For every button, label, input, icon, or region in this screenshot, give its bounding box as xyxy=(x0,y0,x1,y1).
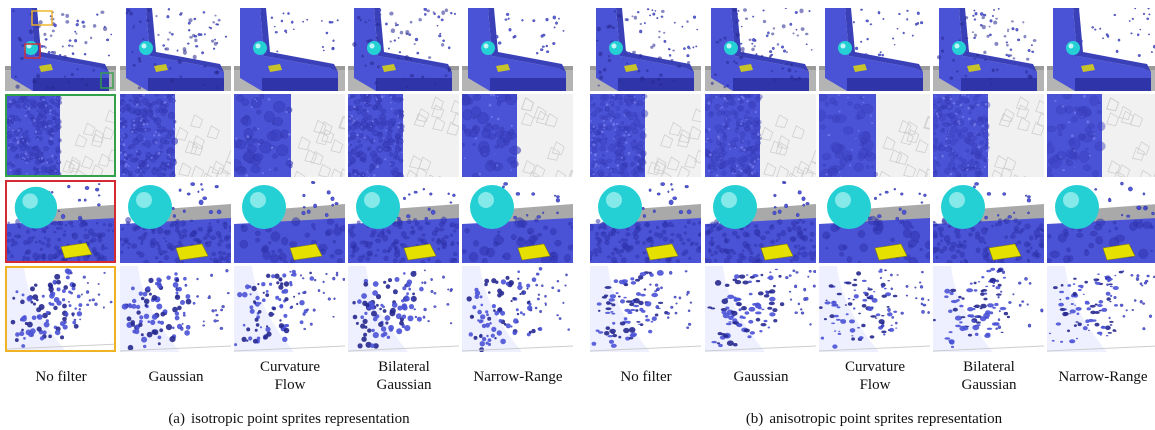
column-label: Gaussian xyxy=(733,369,789,385)
tile-overview-col4 xyxy=(348,8,459,91)
tile-zoom-splash-col3 xyxy=(819,266,930,352)
tile-zoom-sphere-col3 xyxy=(819,180,930,263)
render-image xyxy=(590,180,701,263)
subfigure-tag: (b) xyxy=(745,411,764,427)
tile-overview-col5 xyxy=(462,8,573,91)
column-label: Narrow-Range xyxy=(473,369,563,385)
tile-zoom-wall-col2 xyxy=(120,94,231,177)
render-image xyxy=(1047,8,1155,91)
tile-zoom-splash-col1 xyxy=(5,266,116,352)
render-image xyxy=(705,8,816,91)
render-image xyxy=(234,94,345,177)
render-image xyxy=(234,180,345,263)
column-label: Narrow-Range xyxy=(1058,369,1148,385)
panel-anisotropic: No filter Gaussian Curvature Flow Bilateral… xyxy=(590,0,1155,430)
tile-zoom-splash-col4 xyxy=(933,266,1044,352)
render-image xyxy=(819,266,930,352)
render-image xyxy=(1047,266,1155,352)
panel-isotropic: No filter Gaussian Curvature Flow Bilateral… xyxy=(5,0,573,430)
tile-zoom-sphere-col1 xyxy=(590,180,701,263)
tile-zoom-wall-col3 xyxy=(234,94,345,177)
subfigure-caption-text: isotropic point sprites representation xyxy=(190,411,410,427)
tile-zoom-splash-col3 xyxy=(234,266,345,352)
render-image xyxy=(705,266,816,352)
render-image xyxy=(7,182,114,261)
column-label: Curvature Flow xyxy=(260,359,320,393)
tile-zoom-splash-col5 xyxy=(1047,266,1155,352)
tile-zoom-wall-col4 xyxy=(933,94,1044,177)
column-label: Curvature Flow xyxy=(845,359,905,393)
tile-zoom-sphere-col1 xyxy=(5,180,116,263)
render-image xyxy=(705,180,816,263)
tile-zoom-wall-col5 xyxy=(1047,94,1155,177)
column-label: Gaussian xyxy=(148,369,204,385)
tile-zoom-wall-col4 xyxy=(348,94,459,177)
tile-overview-col2 xyxy=(705,8,816,91)
tile-zoom-sphere-col4 xyxy=(348,180,459,263)
render-image xyxy=(348,180,459,263)
tile-zoom-sphere-col4 xyxy=(933,180,1044,263)
render-image xyxy=(1047,180,1155,263)
render-image xyxy=(1047,94,1155,177)
tile-zoom-sphere-col5 xyxy=(462,180,573,263)
tile-overview-col3 xyxy=(234,8,345,91)
render-image xyxy=(7,96,114,175)
subfigure-caption: (a) isotropic point sprites representatio… xyxy=(5,410,573,428)
render-image xyxy=(462,8,573,91)
tile-zoom-sphere-col2 xyxy=(705,180,816,263)
tile-overview-col3 xyxy=(819,8,930,91)
render-image xyxy=(234,8,345,91)
render-image xyxy=(933,180,1044,263)
render-image xyxy=(590,266,701,352)
column-label: No filter xyxy=(35,369,87,385)
tile-zoom-splash-col2 xyxy=(705,266,816,352)
render-image xyxy=(462,266,573,352)
render-image xyxy=(462,180,573,263)
render-image xyxy=(933,94,1044,177)
tile-zoom-wall-col1 xyxy=(5,94,116,177)
tile-overview-col2 xyxy=(120,8,231,91)
tile-overview-col4 xyxy=(933,8,1044,91)
render-image xyxy=(705,94,816,177)
render-image xyxy=(120,266,231,352)
render-image xyxy=(933,8,1044,91)
render-image xyxy=(590,8,701,91)
tile-zoom-splash-col1 xyxy=(590,266,701,352)
render-image xyxy=(819,180,930,263)
tile-zoom-wall-col5 xyxy=(462,94,573,177)
tile-zoom-splash-col2 xyxy=(120,266,231,352)
render-image xyxy=(819,8,930,91)
column-label: Bilateral Gaussian xyxy=(376,359,432,393)
render-image xyxy=(5,8,116,91)
tile-zoom-sphere-col5 xyxy=(1047,180,1155,263)
column-label: Bilateral Gaussian xyxy=(961,359,1017,393)
tile-zoom-sphere-col2 xyxy=(120,180,231,263)
render-image xyxy=(462,94,573,177)
tile-zoom-splash-col5 xyxy=(462,266,573,352)
tile-zoom-sphere-col3 xyxy=(234,180,345,263)
render-image xyxy=(7,268,114,350)
tile-zoom-wall-col3 xyxy=(819,94,930,177)
render-image xyxy=(933,266,1044,352)
render-image xyxy=(590,94,701,177)
column-label: No filter xyxy=(620,369,672,385)
tile-zoom-wall-col1 xyxy=(590,94,701,177)
tile-overview-col1 xyxy=(5,8,116,91)
render-image xyxy=(348,266,459,352)
tile-overview-col5 xyxy=(1047,8,1155,91)
tile-zoom-splash-col4 xyxy=(348,266,459,352)
render-image xyxy=(819,94,930,177)
render-image xyxy=(348,8,459,91)
render-image xyxy=(120,8,231,91)
subfigure-tag: (a) xyxy=(168,411,185,427)
tile-overview-col1 xyxy=(590,8,701,91)
render-image xyxy=(120,94,231,177)
render-image xyxy=(234,266,345,352)
subfigure-caption: (b) anisotropic point sprites representat… xyxy=(590,410,1155,428)
render-image xyxy=(348,94,459,177)
render-image xyxy=(120,180,231,263)
subfigure-caption-text: anisotropic point sprites representation xyxy=(769,411,1003,427)
tile-zoom-wall-col2 xyxy=(705,94,816,177)
